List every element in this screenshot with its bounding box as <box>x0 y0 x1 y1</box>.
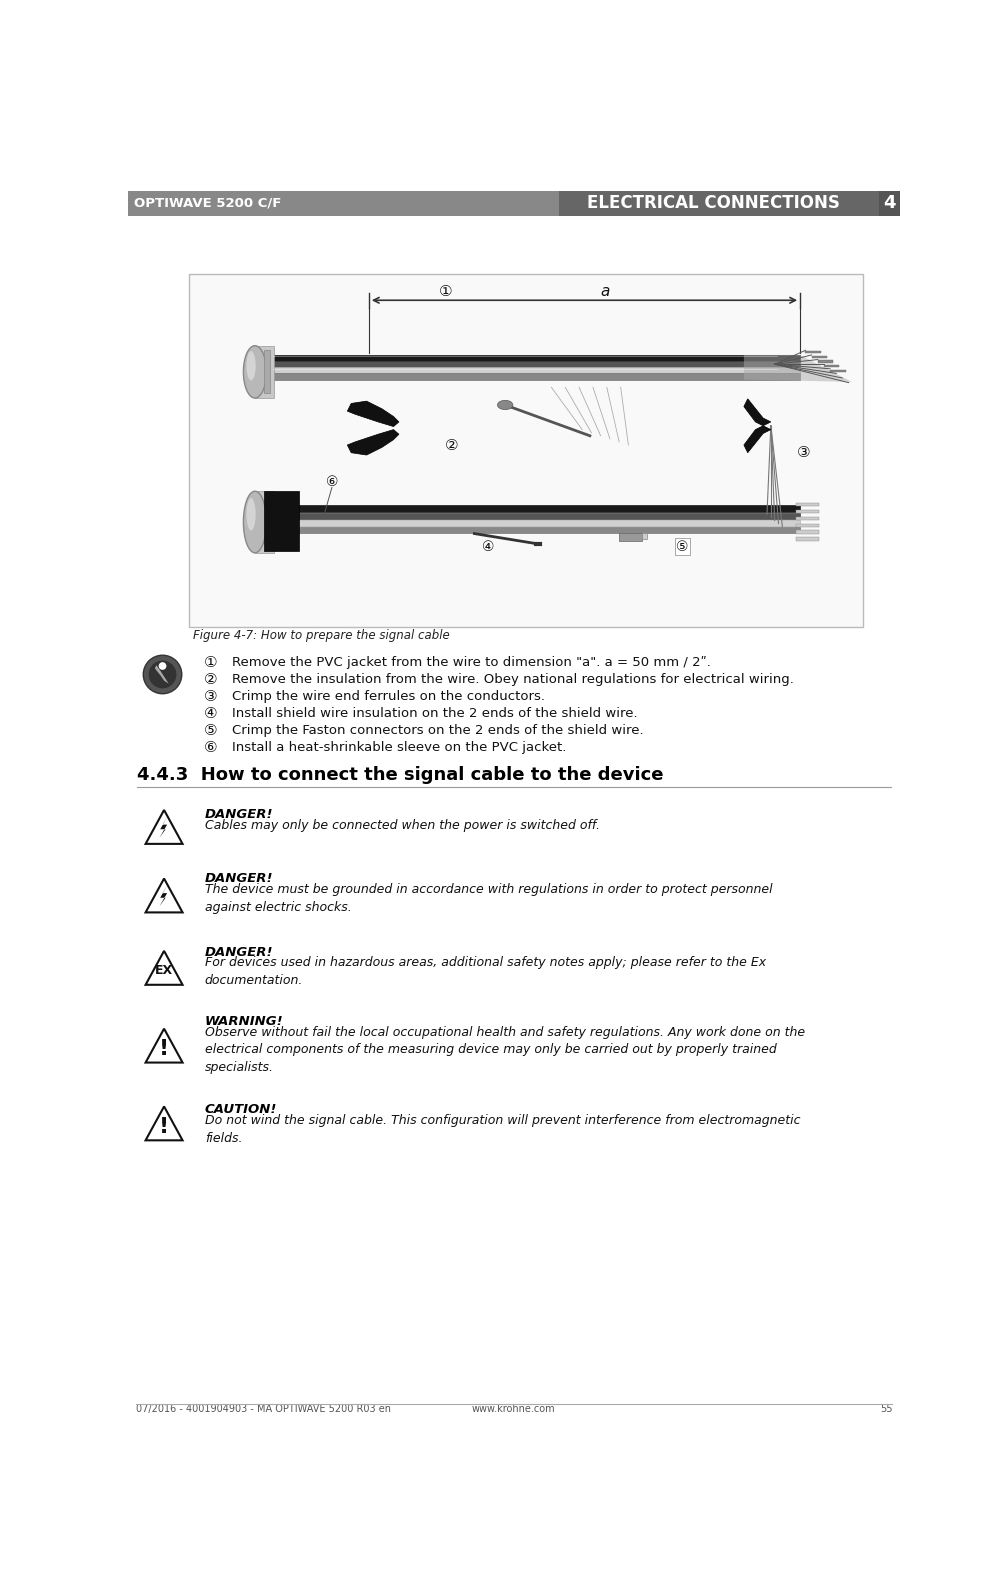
Text: DANGER!: DANGER! <box>204 945 274 958</box>
Text: ⑤: ⑤ <box>204 724 217 738</box>
Text: CAUTION!: CAUTION! <box>204 1104 277 1117</box>
Bar <box>558 191 900 215</box>
Bar <box>264 492 299 550</box>
Ellipse shape <box>243 492 267 552</box>
Text: OPTIWAVE 5200 C/F: OPTIWAVE 5200 C/F <box>134 197 282 210</box>
Text: !: ! <box>159 1039 169 1060</box>
Bar <box>796 538 819 541</box>
Bar <box>128 191 558 215</box>
Polygon shape <box>145 1106 182 1141</box>
Text: Remove the insulation from the wire. Obey national regulations for electrical wi: Remove the insulation from the wire. Obe… <box>231 673 793 686</box>
Text: Remove the PVC jacket from the wire to dimension "a". a = 50 mm / 2ʺ.: Remove the PVC jacket from the wire to d… <box>231 657 710 670</box>
Bar <box>273 368 800 374</box>
Text: WARNING!: WARNING! <box>204 1015 284 1028</box>
Text: ④: ④ <box>204 706 217 721</box>
Bar <box>273 355 800 361</box>
Bar <box>796 517 819 520</box>
Text: Figure 4-7: How to prepare the signal cable: Figure 4-7: How to prepare the signal ca… <box>193 630 450 643</box>
Text: Crimp the wire end ferrules on the conductors.: Crimp the wire end ferrules on the condu… <box>231 690 544 703</box>
Polygon shape <box>159 816 167 838</box>
Bar <box>796 523 819 527</box>
Bar <box>618 533 641 541</box>
Text: Cables may only be connected when the power is switched off.: Cables may only be connected when the po… <box>204 819 599 832</box>
Text: ③: ③ <box>204 689 217 705</box>
Bar <box>297 504 800 512</box>
Text: ①: ① <box>439 283 452 299</box>
Bar <box>830 369 845 372</box>
Bar <box>878 191 900 215</box>
Text: 4.4.3  How to connect the signal cable to the device: 4.4.3 How to connect the signal cable to… <box>137 765 663 784</box>
Bar <box>796 503 819 506</box>
Ellipse shape <box>243 345 267 398</box>
Polygon shape <box>145 951 182 985</box>
Polygon shape <box>159 885 167 907</box>
Bar <box>297 512 800 519</box>
Text: Crimp the Faston connectors on the 2 ends of the shield wire.: Crimp the Faston connectors on the 2 end… <box>231 724 643 737</box>
Text: www.krohne.com: www.krohne.com <box>471 1405 555 1414</box>
Text: 55: 55 <box>879 1405 892 1414</box>
Text: ELECTRICAL CONNECTIONS: ELECTRICAL CONNECTIONS <box>586 194 839 212</box>
Ellipse shape <box>246 498 256 530</box>
Text: 4: 4 <box>883 194 895 212</box>
Bar <box>641 533 646 539</box>
Text: ②: ② <box>444 438 458 452</box>
Text: ③: ③ <box>796 445 810 460</box>
Bar <box>273 361 800 368</box>
Bar <box>189 274 863 627</box>
Ellipse shape <box>497 401 512 409</box>
Bar <box>297 520 800 527</box>
Polygon shape <box>154 665 168 684</box>
Text: a: a <box>600 283 609 299</box>
Polygon shape <box>347 401 399 426</box>
Text: Observe without fail the local occupational health and safety regulations. Any w: Observe without fail the local occupatio… <box>204 1026 805 1074</box>
Text: The device must be grounded in accordance with regulations in order to protect p: The device must be grounded in accordanc… <box>204 883 772 913</box>
Bar <box>796 530 819 533</box>
Text: ②: ② <box>204 673 217 687</box>
Text: Do not wind the signal cable. This configuration will prevent interference from : Do not wind the signal cable. This confi… <box>204 1114 800 1144</box>
Polygon shape <box>743 399 771 426</box>
Bar <box>811 356 827 358</box>
Bar <box>255 345 274 398</box>
Circle shape <box>158 662 166 670</box>
Text: ⑥: ⑥ <box>326 476 338 488</box>
Bar <box>273 374 800 380</box>
Circle shape <box>148 660 176 689</box>
Polygon shape <box>145 878 182 912</box>
Bar <box>255 492 274 552</box>
Ellipse shape <box>246 352 256 380</box>
Polygon shape <box>743 355 851 382</box>
Circle shape <box>143 655 181 694</box>
Polygon shape <box>145 810 182 843</box>
Polygon shape <box>347 430 399 455</box>
Bar <box>264 350 271 393</box>
Bar <box>823 364 839 368</box>
Polygon shape <box>743 426 771 453</box>
Text: Install a heat-shrinkable sleeve on the PVC jacket.: Install a heat-shrinkable sleeve on the … <box>231 741 566 754</box>
Text: ⑥: ⑥ <box>204 740 217 756</box>
Text: ①: ① <box>204 655 217 670</box>
Text: 07/2016 - 4001904903 - MA OPTIWAVE 5200 R03 en: 07/2016 - 4001904903 - MA OPTIWAVE 5200 … <box>135 1405 390 1414</box>
Bar <box>805 352 820 353</box>
Text: ⑤: ⑤ <box>675 539 687 554</box>
Polygon shape <box>145 1029 182 1063</box>
Text: EX: EX <box>155 964 173 977</box>
Bar <box>817 360 833 363</box>
Bar <box>796 509 819 512</box>
Text: Install shield wire insulation on the 2 ends of the shield wire.: Install shield wire insulation on the 2 … <box>231 708 637 721</box>
Text: !: ! <box>159 1117 169 1138</box>
Bar <box>297 527 800 533</box>
Text: For devices used in hazardous areas, additional safety notes apply; please refer: For devices used in hazardous areas, add… <box>204 956 766 986</box>
Text: DANGER!: DANGER! <box>204 808 274 821</box>
Text: DANGER!: DANGER! <box>204 872 274 885</box>
Text: ④: ④ <box>482 539 494 554</box>
